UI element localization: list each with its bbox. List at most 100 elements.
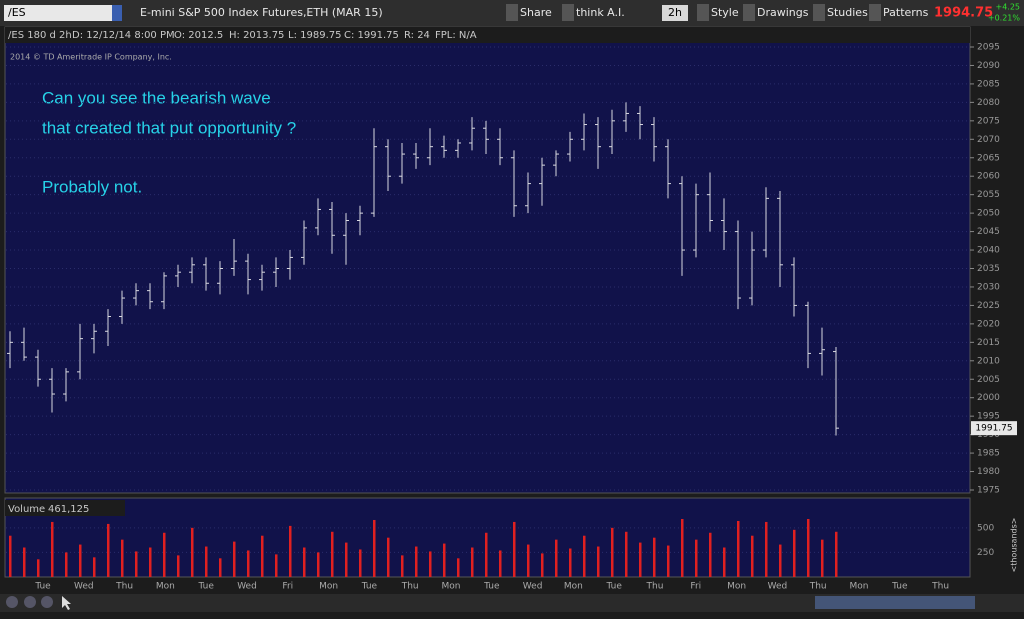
info-field: D: 12/12/14 8:00 PM <box>72 30 175 41</box>
info-bar <box>5 27 970 43</box>
volume-bar <box>667 545 670 577</box>
volume-bar <box>835 531 838 577</box>
price-pane <box>4 26 971 494</box>
y-tick-label: 2015 <box>977 338 1000 348</box>
symbol: /ES <box>8 6 26 19</box>
volume-bar <box>443 543 446 577</box>
volume-bar <box>317 552 320 577</box>
volume-bar <box>793 529 796 577</box>
volume-bar <box>751 535 754 577</box>
cursor-button[interactable] <box>62 596 71 610</box>
x-tick-label: Tue <box>891 582 908 592</box>
toolbar-button-label: Patterns <box>883 6 929 19</box>
volume-bar <box>723 547 726 577</box>
volume-bar <box>485 532 488 577</box>
volume-bar <box>135 551 138 577</box>
y-tick-label: 2095 <box>977 43 1000 53</box>
y-tick-label: 2035 <box>977 264 1000 274</box>
x-tick-label: Tue <box>606 582 623 592</box>
volume-bar <box>219 558 222 577</box>
scroll-thumb[interactable] <box>815 596 975 609</box>
x-tick-label: Thu <box>401 582 419 592</box>
zoom-out-button[interactable] <box>41 596 53 608</box>
x-tick-label: Tue <box>361 582 378 592</box>
toolbar-button[interactable] <box>697 4 709 21</box>
toolbar-button[interactable] <box>869 4 881 21</box>
aggregation-box[interactable] <box>662 5 688 21</box>
x-tick-label: Wed <box>74 582 94 592</box>
x-tick-label: Fri <box>282 582 293 592</box>
volume-bar <box>303 547 306 577</box>
y-tick-label: 2090 <box>977 61 1000 71</box>
toolbar-button[interactable] <box>506 4 518 21</box>
volume-bar <box>149 547 152 577</box>
zoom-button[interactable] <box>6 596 18 608</box>
x-tick-label: Fri <box>690 582 701 592</box>
volume-bar <box>163 532 166 577</box>
annotation: that created that put opportunity ? <box>42 118 296 137</box>
y-tick-label: 2055 <box>977 190 1000 200</box>
annotation: Probably not. <box>42 177 142 196</box>
volume-bar <box>737 520 740 577</box>
volume-bar <box>37 559 40 577</box>
info-field: R: 24 <box>404 30 430 41</box>
volume-bar <box>597 546 600 577</box>
volume-header <box>5 500 125 516</box>
y-tick-label: 2025 <box>977 301 1000 311</box>
x-tick-label: Wed <box>237 582 257 592</box>
toolbar-button-label: Studies <box>827 6 868 19</box>
x-tick-label: Mon <box>442 582 461 592</box>
volume-bar <box>765 521 768 577</box>
volume-bar <box>457 558 460 577</box>
x-tick-label: Thu <box>809 582 827 592</box>
toolbar-button[interactable] <box>743 4 755 21</box>
y-tick-label: 2080 <box>977 98 1000 108</box>
x-tick-label: Tue <box>198 582 215 592</box>
volume-bar <box>821 539 824 577</box>
volume-bar <box>499 550 502 577</box>
y-tick-label: 2070 <box>977 135 1000 145</box>
y-tick-label: 2085 <box>977 79 1000 89</box>
volume-bar <box>681 519 684 577</box>
volume-bar <box>247 550 250 577</box>
y-tick-label: 2050 <box>977 209 1000 219</box>
symbol-dropdown[interactable] <box>112 5 122 21</box>
volume-bar <box>695 539 698 577</box>
volume-total: 461,125 <box>48 504 89 515</box>
y-tick-label: 2065 <box>977 153 1000 163</box>
volume-bar <box>387 537 390 577</box>
volume-bar <box>611 527 614 577</box>
volume-axis-label: <thousands> <box>1010 518 1019 573</box>
y-tick-label: 2000 <box>977 393 1000 403</box>
volume-bar <box>527 544 530 577</box>
volume-bar <box>583 535 586 577</box>
volume-bar <box>79 544 82 577</box>
volume-bar <box>639 542 642 577</box>
description: E-mini S&P 500 Index Futures,ETH (MAR 15… <box>140 6 383 19</box>
x-tick-label: Mon <box>564 582 583 592</box>
toolbar-button[interactable] <box>813 4 825 21</box>
volume-bar <box>415 546 418 577</box>
x-tick-label: Mon <box>727 582 746 592</box>
volume-bar <box>429 551 432 577</box>
zoom-in-button[interactable] <box>24 596 36 608</box>
toolbar-button-label: Style <box>711 6 739 19</box>
y-tick-label: 2030 <box>977 282 1000 292</box>
volume-bar <box>359 549 362 577</box>
info-field: C: 1991.75 <box>344 30 399 41</box>
last-price-box <box>971 421 1017 436</box>
y-tick-label: 2005 <box>977 375 1000 385</box>
y-tick-label: 2045 <box>977 227 1000 237</box>
toolbar-button[interactable] <box>562 4 574 21</box>
volume-bar <box>471 547 474 577</box>
volume-bar <box>569 548 572 577</box>
x-tick-label: Mon <box>319 582 338 592</box>
volume-bar <box>65 552 68 577</box>
symbol-box[interactable] <box>4 5 114 21</box>
toolbar-button-label: Drawings <box>757 6 809 19</box>
volume-bar <box>401 555 404 577</box>
info-field: L: 1989.75 <box>288 30 341 41</box>
volume-bar <box>331 531 334 577</box>
toolbar-button-label: Share <box>520 6 552 19</box>
volume-bar <box>233 541 236 577</box>
